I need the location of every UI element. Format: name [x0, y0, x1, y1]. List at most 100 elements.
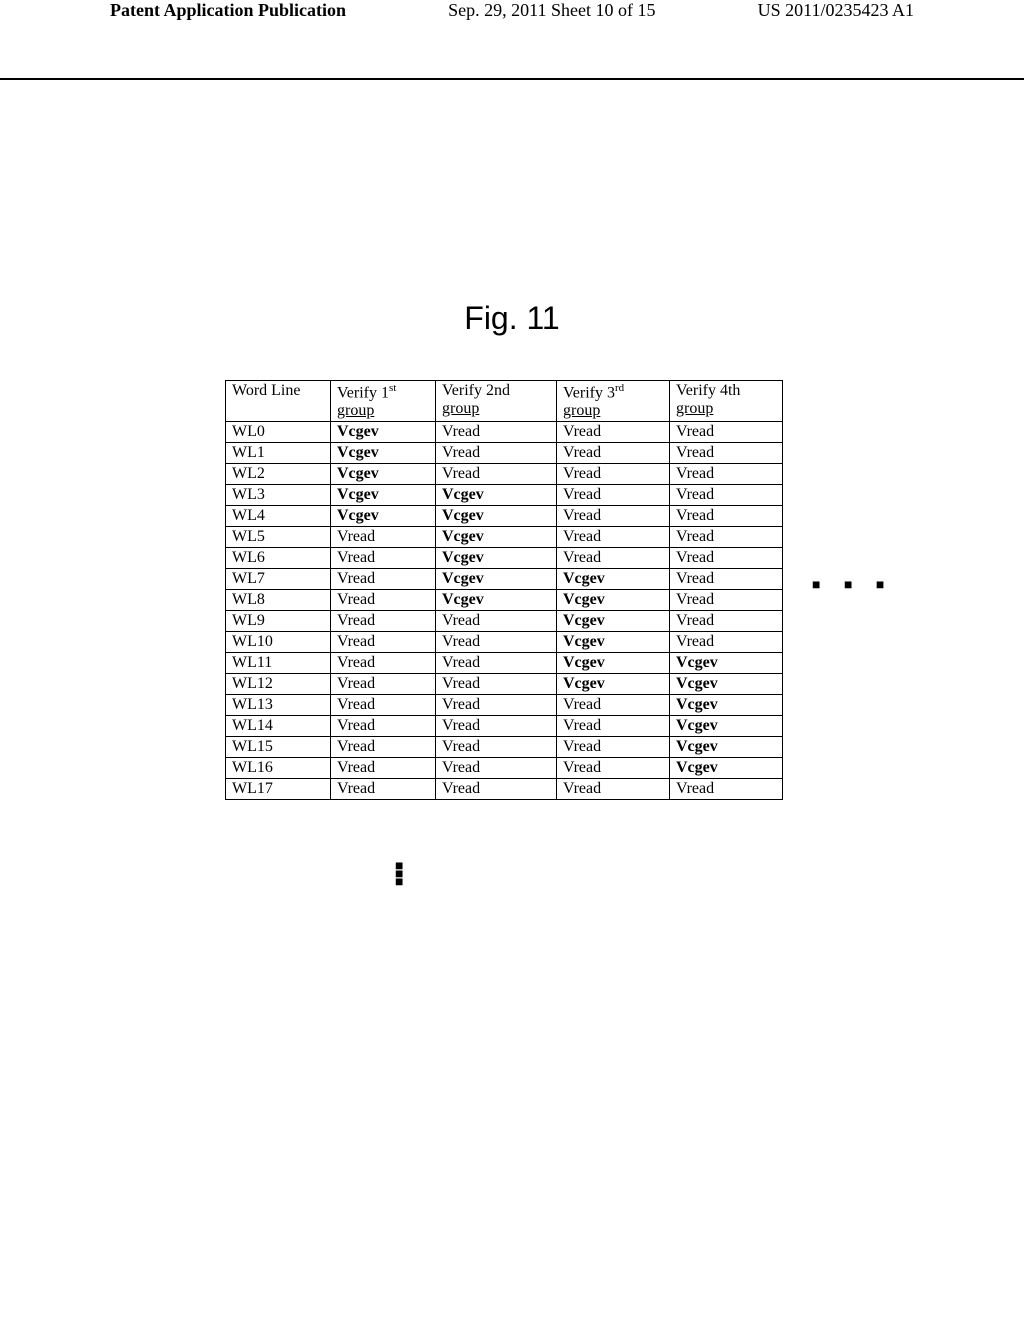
- cell-wordline-value: WL15: [232, 738, 273, 755]
- cell-v2: Vread: [436, 674, 557, 695]
- cell-v4-value: Vcgev: [676, 654, 718, 671]
- cell-v1-value: Vread: [337, 591, 375, 608]
- table-row: WL5VreadVcgevVreadVread: [226, 527, 783, 548]
- cell-v1: Vread: [331, 653, 436, 674]
- cell-v2: Vcgev: [436, 548, 557, 569]
- cell-wordline-value: WL1: [232, 444, 265, 461]
- table-row: WL9 Vread Vread Vcgev Vread: [226, 611, 783, 632]
- cell-v4: Vread: [670, 611, 783, 632]
- cell-v1: Vread: [331, 632, 436, 653]
- cell-wordline-value: WL16: [232, 759, 273, 776]
- cell-v4: Vread: [670, 548, 783, 569]
- cell-v2-value: Vread: [442, 738, 480, 755]
- cell-v2: Vread: [436, 653, 557, 674]
- cell-v2: Vcgev: [436, 569, 557, 590]
- cell-wordline: WL12: [226, 674, 331, 695]
- cell-wordline-value: WL9: [232, 612, 265, 629]
- cell-wordline: WL0: [226, 422, 331, 443]
- cell-wordline: WL15: [226, 737, 331, 758]
- cell-v3: Vcgev: [557, 590, 670, 611]
- cell-v3-value: Vread: [563, 717, 601, 734]
- cell-v3-value: Vread: [563, 780, 601, 797]
- col-header-v2-sub: group: [442, 400, 550, 418]
- cell-v1: Vread: [331, 674, 436, 695]
- cell-v1-value: Vread: [337, 759, 375, 776]
- cell-v3-value: Vread: [563, 507, 601, 524]
- cell-wordline-value: WL17: [232, 780, 273, 797]
- cell-v1-value: Vread: [337, 570, 375, 587]
- cell-wordline-value: WL7: [232, 570, 265, 587]
- cell-wordline: WL14: [226, 716, 331, 737]
- table-body: WL0VcgevVreadVreadVreadWL1VcgevVreadVrea…: [226, 422, 783, 800]
- cell-v2-value: Vread: [442, 780, 480, 797]
- cell-v2: Vread: [436, 737, 557, 758]
- cell-v1: Vread: [331, 695, 436, 716]
- col-header-wordline: Word Line: [226, 381, 331, 422]
- cell-v1: Vread: [331, 548, 436, 569]
- cell-wordline-value: WL3: [232, 486, 265, 503]
- cell-wordline-value: WL2: [232, 465, 265, 482]
- table-row: WL8VreadVcgevVcgevVread: [226, 590, 783, 611]
- header-rule: [0, 78, 1024, 80]
- cell-v3: Vcgev: [557, 569, 670, 590]
- cell-v3-value: Vread: [563, 486, 601, 503]
- cell-v3-value: Vcgev: [563, 612, 605, 629]
- cell-v1: Vread: [331, 569, 436, 590]
- cell-v3: Vread: [557, 716, 670, 737]
- cell-v4-value: Vcgev: [676, 738, 718, 755]
- cell-v4-value: Vread: [676, 423, 714, 440]
- cell-v4: Vread: [670, 443, 783, 464]
- header-center: Sep. 29, 2011 Sheet 10 of 15: [448, 0, 655, 21]
- cell-wordline-value: WL10: [232, 633, 273, 650]
- cell-wordline: WL3: [226, 485, 331, 506]
- cell-v3-value: Vread: [563, 696, 601, 713]
- col-header-v1-top: Verify 1: [337, 384, 389, 401]
- cell-v3: Vread: [557, 464, 670, 485]
- table-row: WL17VreadVreadVreadVread: [226, 779, 783, 800]
- cell-v4-value: Vcgev: [676, 675, 718, 692]
- cell-v1: Vread: [331, 611, 436, 632]
- cell-v2-value: Vread: [442, 444, 480, 461]
- cell-v3-value: Vread: [563, 423, 601, 440]
- cell-v3: Vread: [557, 737, 670, 758]
- ellipsis-bottom: ■ ■ ■: [395, 862, 403, 888]
- cell-v2: Vread: [436, 464, 557, 485]
- cell-v1-value: Vread: [337, 675, 375, 692]
- cell-v1-value: Vread: [337, 528, 375, 545]
- cell-v1: Vcgev: [331, 464, 436, 485]
- cell-v3: Vread: [557, 695, 670, 716]
- table-header-row: Word Line Verify 1st group Verify 2nd gr…: [226, 381, 783, 422]
- cell-v2-value: Vread: [442, 675, 480, 692]
- cell-wordline-value: WL4: [232, 507, 265, 524]
- cell-v2-value: Vread: [442, 654, 480, 671]
- table-row: WL7VreadVcgevVcgevVread: [226, 569, 783, 590]
- cell-v3: Vread: [557, 527, 670, 548]
- cell-v4-value: Vread: [676, 549, 714, 566]
- cell-v1: Vcgev: [331, 506, 436, 527]
- table-row: WL12VreadVreadVcgevVcgev: [226, 674, 783, 695]
- cell-v1: Vread: [331, 527, 436, 548]
- cell-v2: Vcgev: [436, 590, 557, 611]
- cell-v1-value: Vcgev: [337, 486, 379, 503]
- cell-v4-value: Vcgev: [676, 759, 718, 776]
- cell-wordline: WL4: [226, 506, 331, 527]
- cell-wordline: WL2: [226, 464, 331, 485]
- cell-v2: Vread: [436, 422, 557, 443]
- cell-v4-value: Vread: [676, 591, 714, 608]
- cell-v4: Vcgev: [670, 674, 783, 695]
- cell-v4: Vcgev: [670, 695, 783, 716]
- col-header-v3-sub: group: [563, 402, 663, 420]
- cell-v4: Vread: [670, 569, 783, 590]
- cell-v1-value: Vcgev: [337, 507, 379, 524]
- col-header-v1: Verify 1st group: [331, 381, 436, 422]
- cell-v3-value: Vread: [563, 465, 601, 482]
- cell-v3-value: Vread: [563, 549, 601, 566]
- cell-v2-value: Vcgev: [442, 549, 484, 566]
- cell-v4-value: Vcgev: [676, 696, 718, 713]
- cell-v4-value: Vread: [676, 633, 714, 650]
- cell-v2-value: Vread: [442, 612, 480, 629]
- cell-wordline: WL10: [226, 632, 331, 653]
- cell-v2-value: Vcgev: [442, 591, 484, 608]
- cell-v1: Vcgev: [331, 485, 436, 506]
- cell-v2: Vread: [436, 758, 557, 779]
